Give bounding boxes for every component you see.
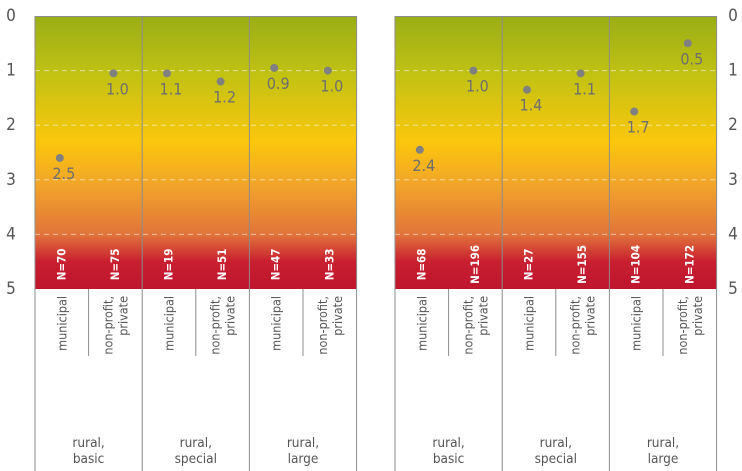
data-point	[216, 77, 225, 86]
group-label-line: large	[288, 451, 319, 467]
n-label: N=155	[575, 245, 589, 284]
data-label: 0.9	[267, 74, 290, 93]
n-label: N=47	[269, 249, 283, 281]
category-label-line: private	[690, 296, 705, 336]
data-label: 1.0	[106, 79, 129, 98]
category-label: municipal	[629, 296, 644, 351]
y-tick-label-left: 3	[6, 170, 16, 190]
n-label: N=33	[322, 249, 336, 281]
data-point	[683, 39, 692, 48]
y-tick-label-right: 5	[728, 279, 738, 299]
n-label: N=75	[108, 249, 122, 281]
category-label: municipal	[414, 296, 429, 351]
group-label-line: large	[648, 451, 679, 467]
group-label-line: special	[535, 451, 577, 467]
n-label: N=70	[54, 249, 68, 281]
data-point	[523, 85, 531, 94]
data-point	[323, 66, 332, 75]
category-label: non-profit,private	[675, 296, 705, 355]
category-label: non-profit,private	[315, 296, 345, 355]
n-label: N=51	[215, 249, 229, 281]
group-label: rural, basic	[72, 435, 104, 467]
category-label-line: municipal	[269, 296, 284, 351]
category-label: municipal	[522, 296, 537, 351]
category-label-line: municipal	[162, 296, 177, 351]
group-label-line: rural,	[540, 435, 572, 451]
n-label: N=19	[162, 249, 176, 281]
n-label: N=104	[629, 245, 643, 284]
category-label: non-profit,private	[100, 296, 130, 355]
data-label: 1.1	[160, 79, 183, 98]
data-label: 1.2	[213, 88, 236, 107]
data-point	[415, 145, 424, 154]
y-tick-label-left: 1	[6, 61, 16, 81]
y-tick-label-left: 2	[6, 115, 16, 135]
category-label-line: non-profit,	[315, 296, 330, 355]
group-label-line: basic	[433, 451, 465, 467]
data-point	[55, 153, 64, 162]
category-label-line: private	[115, 296, 130, 336]
group-label-line: rural,	[432, 435, 464, 451]
data-point	[630, 107, 639, 116]
category-label-line: municipal	[414, 296, 429, 351]
category-label-line: private	[223, 296, 238, 336]
y-tick-label-left: 5	[6, 279, 16, 299]
data-label: 2.4	[412, 156, 435, 175]
category-label-line: private	[330, 296, 345, 336]
data-label: 1.1	[573, 79, 596, 98]
category-label-line: non-profit,	[100, 296, 115, 355]
data-point	[576, 69, 585, 78]
n-label: N=68	[414, 249, 428, 281]
data-point	[270, 63, 279, 72]
category-label: municipal	[162, 296, 177, 351]
group-label-line: rural,	[180, 435, 212, 451]
panel-background	[35, 16, 357, 289]
group-label: rural, large	[647, 435, 679, 467]
group-label-line: rural,	[647, 435, 679, 451]
category-label-line: non-profit,	[675, 296, 690, 355]
n-label: N=27	[522, 249, 536, 281]
group-label: rural, large	[287, 435, 319, 467]
data-label: 1.4	[520, 96, 543, 115]
group-label: rural, special	[535, 435, 577, 467]
category-label-line: municipal	[522, 296, 537, 351]
y-tick-label-left: 0	[6, 6, 16, 26]
category-label: non-profit,private	[460, 296, 490, 355]
group-label: rural, basic	[432, 435, 464, 467]
category-label-line: municipal	[54, 296, 69, 351]
data-label: 0.5	[680, 49, 703, 68]
panel-background	[395, 16, 717, 289]
category-label-line: non-profit,	[208, 296, 223, 355]
category-label-line: private	[475, 296, 490, 336]
data-label: 1.7	[627, 118, 650, 137]
y-tick-label-right: 2	[728, 115, 738, 135]
y-tick-label-right: 3	[728, 170, 738, 190]
group-label-line: rural,	[72, 435, 104, 451]
group-label-line: special	[175, 451, 217, 467]
data-point	[109, 69, 118, 78]
data-point	[163, 69, 171, 78]
category-label: non-profit,private	[568, 296, 598, 355]
y-tick-label-right: 4	[728, 224, 738, 244]
category-label-line: private	[583, 296, 598, 336]
y-tick-label-right: 1	[728, 61, 738, 81]
y-tick-label-right: 0	[728, 6, 738, 26]
category-label-line: municipal	[629, 296, 644, 351]
n-label: N=196	[468, 245, 482, 284]
y-tick-label-left: 4	[6, 224, 16, 244]
data-label: 1.0	[466, 77, 489, 96]
category-label-line: non-profit,	[568, 296, 583, 355]
group-label: rural, special	[175, 435, 217, 467]
category-label: non-profit,private	[208, 296, 238, 355]
data-label: 1.0	[320, 77, 343, 96]
n-label: N=172	[682, 245, 696, 284]
category-label: municipal	[269, 296, 284, 351]
data-point	[469, 66, 478, 75]
category-label: municipal	[54, 296, 69, 351]
category-label-line: non-profit,	[460, 296, 475, 355]
group-label-line: basic	[73, 451, 105, 467]
data-label: 2.5	[52, 164, 75, 183]
group-label-line: rural,	[287, 435, 319, 451]
